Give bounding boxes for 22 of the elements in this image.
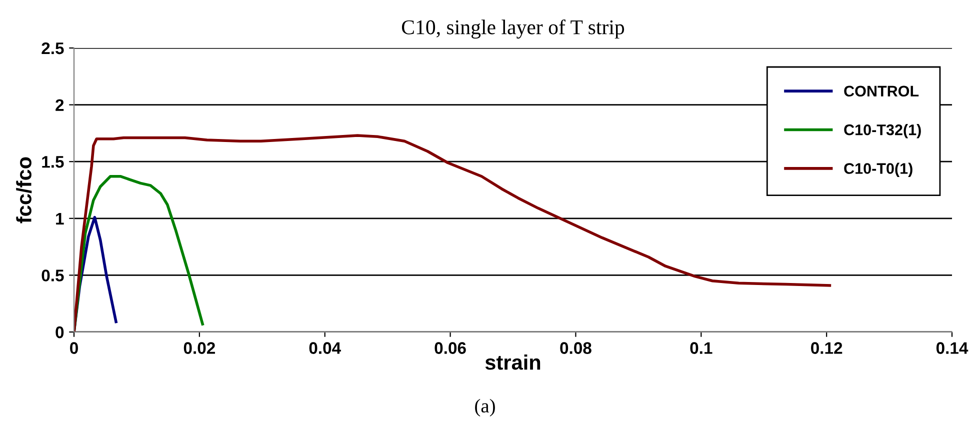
x-tick-label: 0.08 xyxy=(560,342,592,354)
chart-title: C10, single layer of T strip xyxy=(402,19,624,39)
y-tick-label: 1.5 xyxy=(42,156,64,168)
x-tick-label: 0.14 xyxy=(936,342,968,354)
x-tick-label: 0.02 xyxy=(184,342,215,354)
y-tick-label: 2 xyxy=(56,99,64,111)
x-tick-label: 0.04 xyxy=(309,342,341,354)
legend-label: C10-T0(1) xyxy=(844,162,912,177)
y-tick-label: 2.5 xyxy=(42,42,64,54)
x-tick-label: 0.1 xyxy=(690,342,712,354)
text: (a) xyxy=(475,398,495,416)
x-tick-label: 0 xyxy=(70,342,78,354)
x-tick-label: 0.12 xyxy=(811,342,842,354)
y-tick-label: 0.5 xyxy=(42,270,64,282)
y-axis-title: fcc/fco xyxy=(16,157,32,224)
line-series xyxy=(74,134,832,332)
legend-label: CONTROL xyxy=(844,86,919,97)
x-tick-label: 0.06 xyxy=(434,342,466,354)
y-tick-label: 1 xyxy=(56,212,64,224)
x-axis-title: strain xyxy=(485,354,540,370)
y-tick-label: 0 xyxy=(56,326,64,338)
legend-label: C10-T32(1) xyxy=(844,124,921,138)
